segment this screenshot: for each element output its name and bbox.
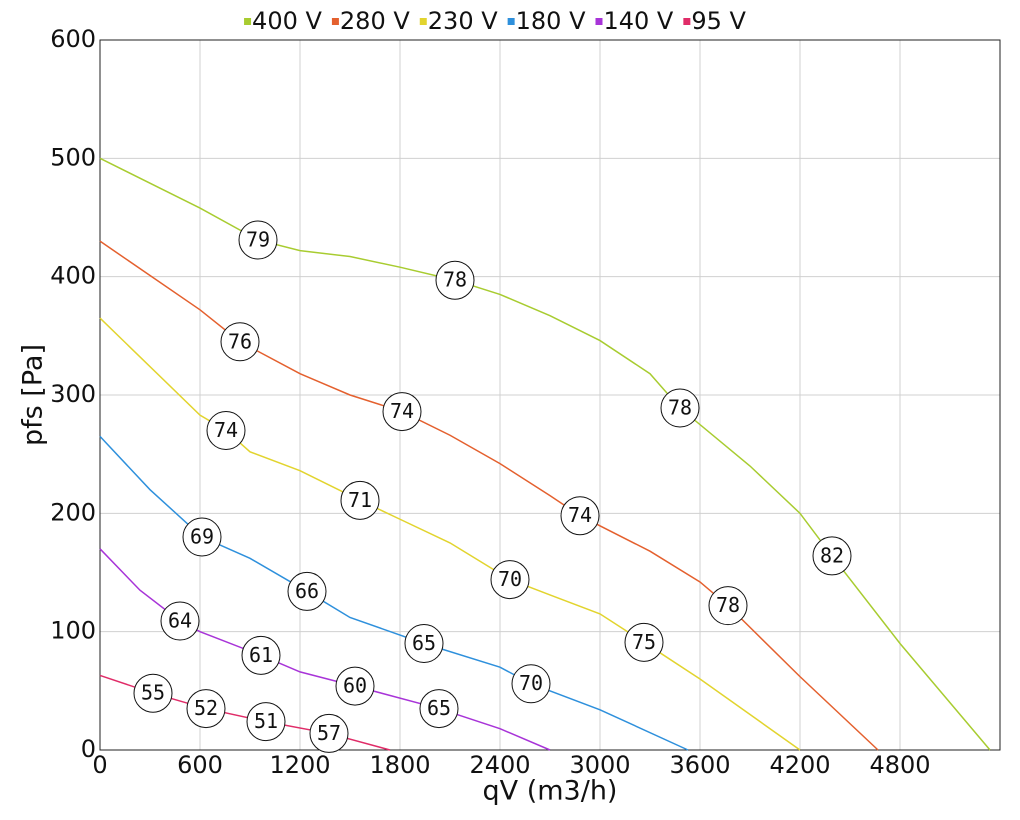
- legend-label: 280 V: [340, 7, 410, 35]
- level-label: 51: [254, 709, 278, 733]
- x-tick-label: 3600: [669, 751, 730, 779]
- legend-swatch: [331, 18, 339, 25]
- legend-label: 230 V: [428, 7, 498, 35]
- level-label: 66: [295, 579, 319, 603]
- level-marker: [133, 673, 173, 713]
- level-marker: [708, 586, 748, 626]
- level-label: 71: [348, 488, 372, 512]
- level-label: 78: [716, 593, 740, 617]
- series-line: [99, 435, 689, 751]
- x-axis-title: qV (m3/h): [483, 776, 618, 807]
- series-line: [99, 157, 991, 751]
- x-tick-label: 4800: [869, 751, 930, 779]
- level-marker: [560, 496, 600, 536]
- level-marker: [419, 689, 459, 729]
- level-marker: [382, 392, 422, 432]
- y-tick-label: 300: [50, 380, 96, 408]
- level-marker: [186, 689, 226, 729]
- level-marker: [241, 635, 281, 675]
- level-marker: [160, 601, 200, 641]
- level-marker: [182, 517, 222, 557]
- level-label: 74: [390, 399, 414, 423]
- level-marker: [490, 560, 530, 600]
- level-marker: [511, 664, 551, 704]
- level-marker: [435, 260, 475, 300]
- level-marker: [287, 571, 327, 611]
- level-marker: [309, 713, 349, 753]
- legend-label: 140 V: [603, 7, 673, 35]
- level-label: 70: [519, 671, 543, 695]
- level-label: 55: [141, 681, 165, 705]
- level-label: 79: [246, 227, 270, 251]
- x-tick-label: 600: [177, 751, 223, 779]
- y-tick-label: 500: [50, 143, 96, 171]
- y-tick-label: 0: [81, 735, 96, 763]
- legend-label: 95 V: [691, 7, 746, 35]
- level-label: 52: [194, 696, 218, 720]
- level-marker: [206, 411, 246, 450]
- legend: 400 V 280 V 230 V 180 V 140 V 95 V: [244, 7, 747, 35]
- y-axis-title: pfs [Pa]: [18, 344, 49, 446]
- legend-label: 180 V: [516, 7, 586, 35]
- level-marker: [404, 624, 444, 663]
- x-tick-label: 1200: [269, 751, 330, 779]
- level-marker: [340, 480, 380, 520]
- series-line: [99, 240, 879, 751]
- level-label: 82: [820, 543, 844, 567]
- level-marker: [812, 536, 852, 576]
- level-marker: [624, 622, 664, 662]
- level-label: 60: [343, 674, 367, 698]
- level-label: 76: [228, 329, 252, 353]
- level-label: 74: [568, 503, 592, 527]
- level-label: 61: [249, 643, 273, 667]
- legend-swatch: [507, 18, 515, 25]
- legend-swatch: [419, 18, 427, 25]
- level-marker: [238, 220, 278, 260]
- x-tick-label: 2400: [469, 751, 530, 779]
- level-label: 78: [668, 396, 692, 420]
- level-marker: [220, 322, 260, 362]
- y-tick-label: 400: [50, 262, 96, 290]
- level-label: 65: [412, 631, 436, 655]
- level-marker: [246, 702, 286, 742]
- y-tick-label: 200: [50, 498, 96, 526]
- level-label: 64: [168, 609, 192, 633]
- x-tick-label: 4200: [769, 751, 830, 779]
- level-label: 78: [443, 268, 467, 292]
- legend-swatch: [683, 18, 691, 25]
- y-tick-label: 600: [50, 25, 96, 53]
- x-tick-label: 1800: [369, 751, 430, 779]
- legend-swatch: [595, 18, 603, 25]
- level-label: 65: [427, 696, 451, 720]
- level-marker: [660, 388, 700, 428]
- level-label: 70: [498, 567, 522, 591]
- series-line: [99, 548, 551, 751]
- x-tick-label: 0: [92, 751, 107, 779]
- level-label: 75: [632, 630, 656, 654]
- level-label: 57: [317, 721, 341, 745]
- x-tick-label: 3000: [569, 751, 630, 779]
- level-marker: [335, 666, 375, 706]
- level-label: 69: [190, 525, 214, 549]
- legend-swatch: [244, 18, 252, 25]
- legend-label: 400 V: [252, 7, 322, 35]
- y-tick-label: 100: [50, 617, 96, 645]
- level-label: 74: [214, 418, 238, 442]
